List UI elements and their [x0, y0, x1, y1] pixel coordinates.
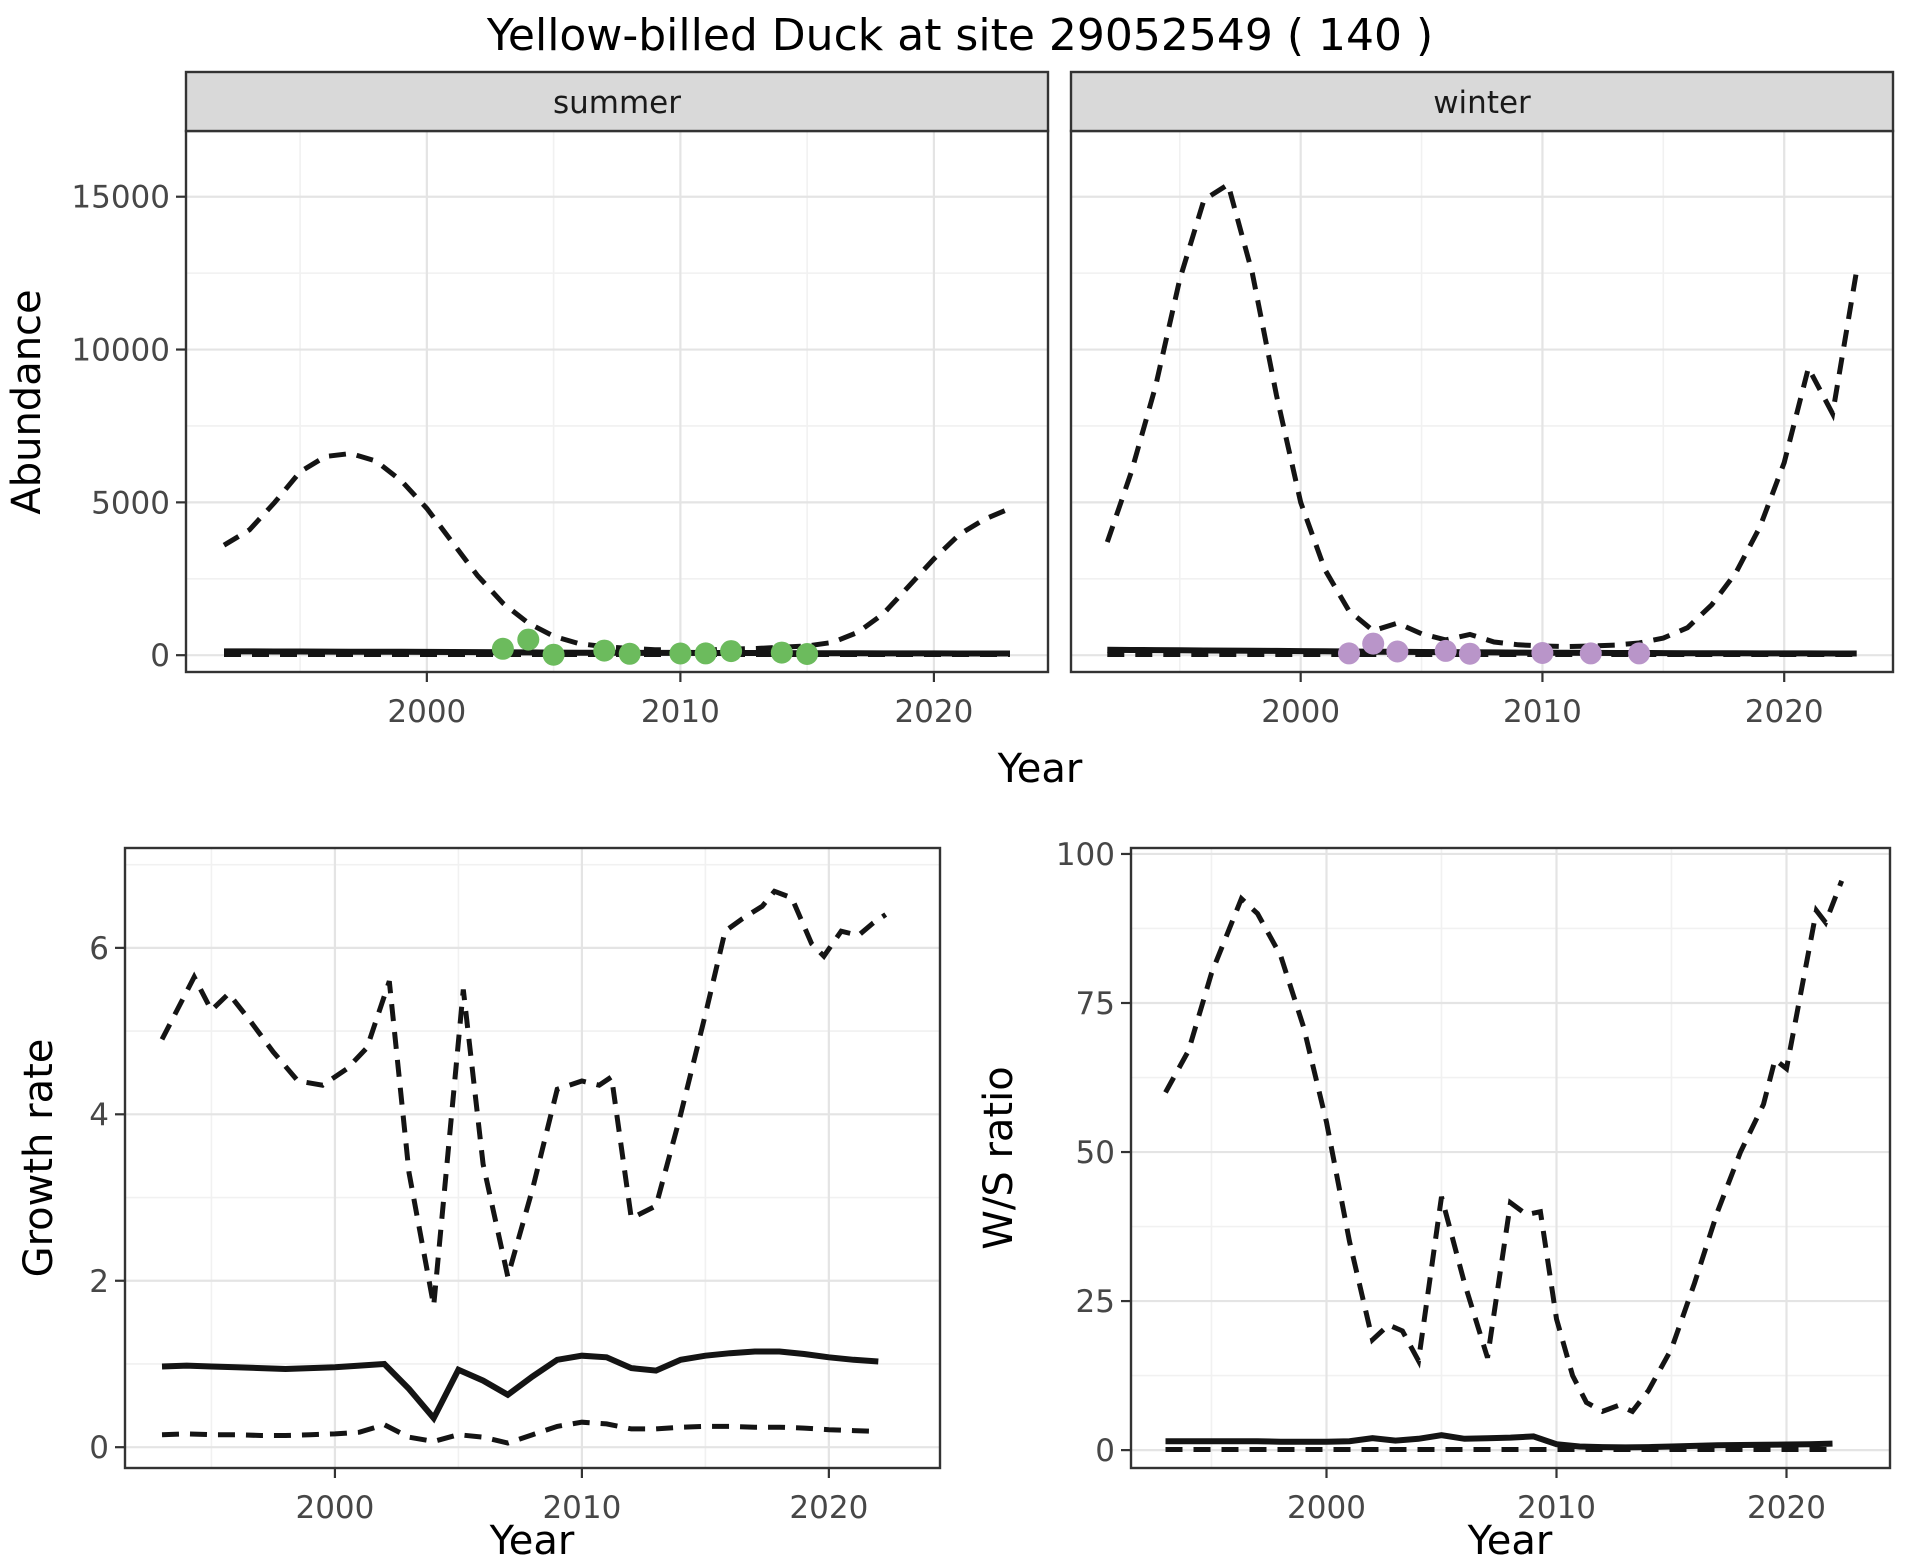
observed-summer-point: [770, 641, 793, 664]
observed-winter-point: [1579, 642, 1602, 665]
panel-background: [186, 131, 1048, 672]
facet-strip-label: winter: [1433, 85, 1531, 121]
observed-winter-point: [1458, 642, 1481, 665]
growth-axis-title: Growth rate: [16, 1039, 62, 1278]
y-tick-label: 0: [1095, 1433, 1115, 1469]
x-tick-label: 2000: [387, 694, 466, 730]
observed-summer-point: [796, 643, 819, 665]
series-group: [222, 450, 1011, 666]
x-tick-label: 2010: [1517, 1490, 1596, 1526]
panel-border: [1129, 846, 1892, 1470]
observed-winter-point: [1531, 642, 1554, 664]
observed-winter-point: [1362, 632, 1385, 655]
y-tick-label: 0: [150, 638, 170, 674]
x-tick-label: 2020: [789, 1490, 868, 1526]
series-growth-upper-ci: [159, 888, 888, 1307]
y-tick-label: 0: [89, 1430, 109, 1466]
series-ws-median: [1165, 1432, 1833, 1451]
x-tick-label: 2000: [295, 1490, 374, 1526]
observed-summer-point: [618, 642, 641, 665]
panel-background: [1071, 131, 1893, 672]
series-group: [1163, 879, 1845, 1452]
ws-axis-title: W/S ratio: [976, 1066, 1022, 1249]
y-tick-label: 10000: [71, 333, 170, 369]
observed-summer-point: [720, 640, 743, 663]
panel-border: [123, 846, 942, 1470]
abundance-axis-title: Abundance: [4, 289, 50, 514]
y-tick-label: 75: [1076, 986, 1115, 1022]
x-tick-label: 2020: [894, 694, 973, 730]
series-summer-upper-ci: [222, 450, 1011, 653]
panel-background: [1131, 848, 1890, 1468]
x-tick-label: 2010: [641, 694, 720, 730]
x-tick-label: 2010: [542, 1490, 621, 1526]
x-tick-label: 2000: [1287, 1490, 1366, 1526]
facet-strip: [184, 70, 1050, 133]
observed-summer-point: [669, 642, 692, 665]
observed-summer-point: [542, 643, 565, 666]
y-tick-label: 6: [89, 931, 109, 967]
panel-abundance-summer: summer 2000 2010 2020 0 5000 10000 15000: [71, 70, 1050, 730]
y-tick-label: 4: [89, 1097, 109, 1133]
series-group: [159, 888, 888, 1446]
y-tick-label: 100: [1056, 837, 1115, 873]
x-tick-label: 2020: [1747, 1490, 1826, 1526]
series-ws-upper-ci: [1163, 879, 1845, 1415]
figure-title: Yellow-billed Duck at site 29052549 ( 14…: [486, 10, 1434, 61]
y-tick-label: 2: [89, 1264, 109, 1300]
series-group: [1104, 180, 1860, 665]
series-growth-lower-ci: [161, 1419, 879, 1446]
y-tick-label: 25: [1076, 1284, 1115, 1320]
y-tick-label: 5000: [91, 485, 170, 521]
facet-strip: [1069, 70, 1895, 133]
series-winter-upper-ci: [1104, 180, 1860, 650]
facet-strip-label: summer: [553, 85, 681, 121]
series-growth-median: [161, 1348, 879, 1424]
observed-summer-point: [491, 637, 514, 660]
x-tick-label: 2010: [1503, 694, 1582, 730]
panel-growth-rate: 2000 2010 2020 0 2 4 6: [89, 846, 942, 1526]
x-tick-label: 2000: [1261, 694, 1340, 730]
top-xaxis-title: Year: [997, 746, 1083, 792]
y-tick-label: 50: [1076, 1135, 1115, 1171]
observed-winter-point: [1338, 642, 1360, 665]
observed-summer-point: [593, 639, 616, 662]
observed-winter-point: [1386, 640, 1409, 663]
observed-winter-point: [1628, 642, 1651, 665]
panel-ws-ratio: 2000 2010 2020 0 25 50 75 100: [1056, 837, 1892, 1526]
y-tick-label: 15000: [71, 180, 170, 216]
observed-summer-point: [517, 628, 540, 651]
observed-winter-point: [1434, 639, 1457, 662]
x-tick-label: 2020: [1745, 694, 1824, 730]
ws-xaxis-title: Year: [1467, 1518, 1553, 1560]
panel-abundance-winter: winter 2000 2010 2020: [1069, 70, 1895, 730]
observed-summer-point: [694, 642, 717, 665]
growth-xaxis-title: Year: [489, 1518, 575, 1560]
